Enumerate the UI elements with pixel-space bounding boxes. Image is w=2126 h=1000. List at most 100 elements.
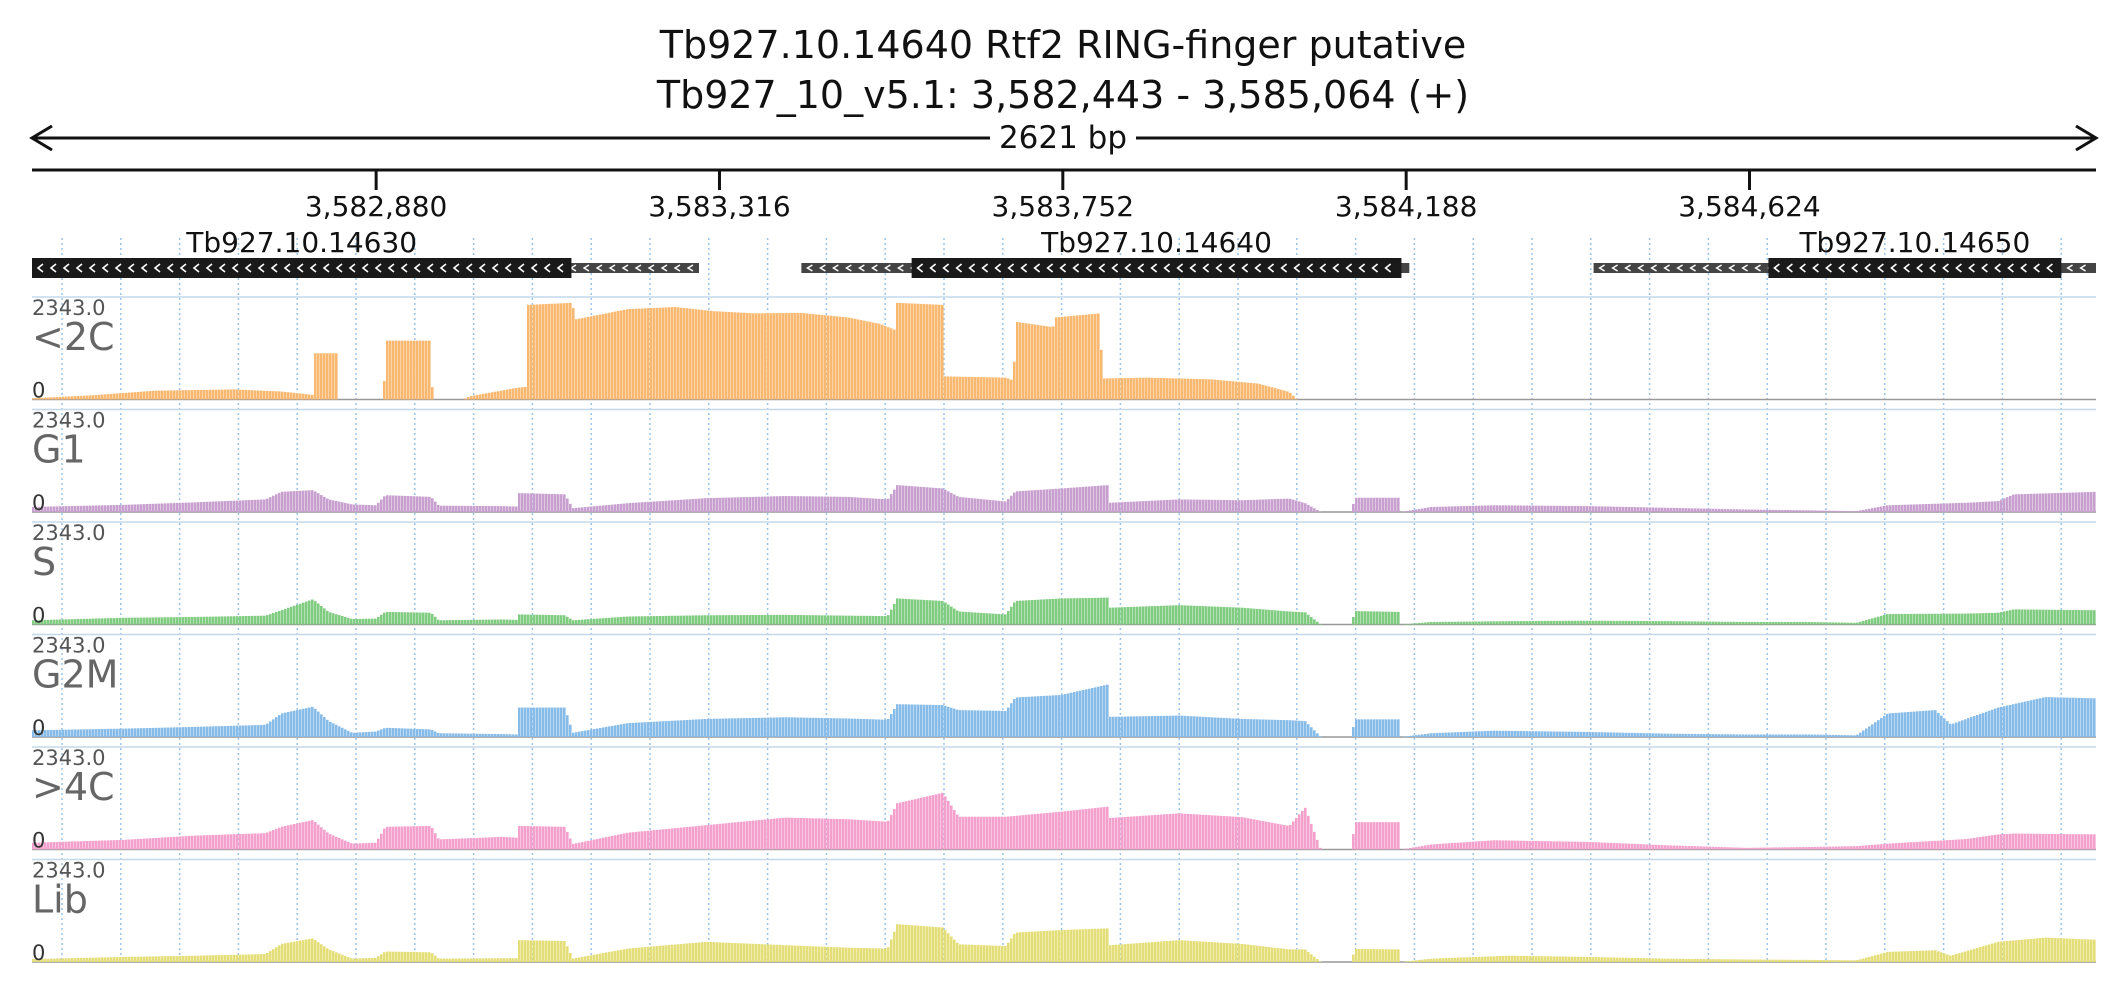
coverage-bar [560,707,563,737]
coverage-bar [704,718,707,737]
coverage-bar [350,843,353,850]
coverage-bar [1451,957,1454,962]
coverage-bar [803,313,806,400]
coverage-bar [854,318,857,400]
coverage-bar [329,834,332,850]
coverage-bar [1121,607,1124,625]
coverage-bar [1460,842,1463,850]
coverage-bar [281,713,284,737]
coverage-bar [1904,504,1907,512]
coverage-bar [923,487,926,512]
coverage-bar [506,506,509,512]
coverage-bar [1973,613,1976,625]
coverage-bar [1889,951,1892,962]
coverage-bar [419,729,422,737]
coverage-bar [2066,834,2069,850]
coverage-bar [1418,622,1421,625]
coverage-bar [737,718,740,737]
coverage-bar [1868,845,1871,850]
coverage-bar [938,704,941,737]
coverage-bar [1265,609,1268,625]
coverage-bar [410,826,413,850]
coverage-bar [401,495,404,512]
coverage-bar [167,837,170,850]
coverage-bar [341,727,344,737]
coverage-bar [1427,507,1430,512]
coverage-bar [1109,378,1112,400]
coverage-bar [1517,621,1520,625]
coverage-bar [1274,719,1277,737]
coverage-bar [1538,505,1541,512]
coverage-bar [2027,493,2030,512]
coverage-bar [806,946,809,962]
coverage-bar [1841,622,1844,625]
coverage-bar [1592,620,1595,625]
coverage-bar [89,729,92,737]
coverage-bar [1163,715,1166,737]
coverage-bar [1922,841,1925,850]
coverage-bar [1172,715,1175,737]
coverage-bar [1169,940,1172,962]
coverage-bar [1604,506,1607,512]
coverage-bar [1268,499,1271,512]
coverage-bar [1949,955,1952,962]
coverage-bar [1631,957,1634,962]
coverage-bar [578,842,581,850]
coverage-bar [1205,499,1208,512]
coverage-bar [110,957,113,962]
coverage-bar [722,311,725,400]
coverage-bar [782,313,785,400]
coverage-bar [752,496,755,512]
coverage-bar [1055,930,1058,962]
coverage-bar [1520,731,1523,737]
coverage-bar [1946,840,1949,850]
coverage-bar [257,833,260,850]
coverage-bar [536,826,539,850]
coverage-bar [653,616,656,625]
coverage-bar [548,303,551,400]
coverage-bar [1163,378,1166,400]
coverage-bar [1139,606,1142,625]
coverage-bar [1055,488,1058,512]
coverage-bar [1028,490,1031,512]
coverage-bar [905,598,908,625]
coverage-bar [374,505,377,512]
coverage-bar [302,602,305,625]
coverage-bar [1253,945,1256,962]
coverage-bar [1859,621,1862,625]
coverage-bar [683,827,686,850]
coverage-bar [968,612,971,625]
coverage-bar [1094,597,1097,625]
coverage-bar [632,616,635,625]
coverage-bar [1931,710,1934,737]
coverage-bar [1643,844,1646,850]
coverage-bar [563,826,566,850]
strand-chevron-icon [647,264,655,272]
strand-chevron-icon [621,264,629,272]
coverage-bar [155,390,158,400]
coverage-bar [1142,501,1145,512]
coverage-bar [161,617,164,625]
coverage-bar [1025,323,1028,400]
strand-chevron-icon [916,263,924,273]
coverage-bar [1649,507,1652,512]
coverage-bar [713,824,716,850]
coverage-bar [1529,621,1532,625]
coverage-bar [704,615,707,625]
coverage-bar [1772,847,1775,850]
coverage-bar [1160,715,1163,737]
coverage-bar [698,498,701,512]
coverage-bar [1751,734,1754,737]
coverage-bar [308,490,311,512]
coverage-bar [443,958,446,962]
coverage-bar [1034,696,1037,737]
coverage-bar [443,620,446,625]
coverage-bar [413,496,416,512]
coverage-bar [1049,326,1052,400]
coverage-bar [620,616,623,625]
coverage-bar [440,620,443,625]
strand-chevron-icon [387,263,395,273]
coverage-bar [2075,938,2078,962]
coverage-bar [1130,816,1133,850]
coverage-bar [173,503,176,512]
